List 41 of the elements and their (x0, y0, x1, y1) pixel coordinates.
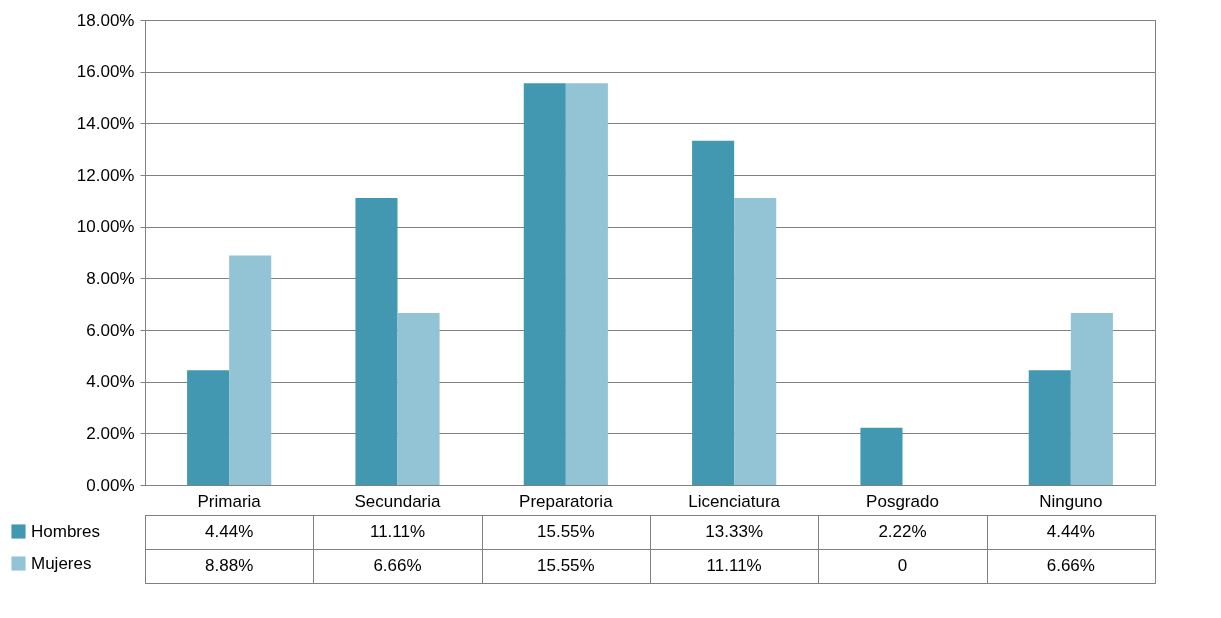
data-label: 6.66% (373, 556, 422, 575)
x-tick-label: Primaria (197, 491, 262, 511)
x-tick-label: Posgrado (866, 491, 939, 511)
data-label: 6.66% (1046, 556, 1095, 575)
bar (860, 427, 903, 485)
y-tick-label: 0.00% (86, 475, 135, 495)
bar (1070, 312, 1113, 485)
y-tick-label: 14.00% (76, 113, 135, 133)
legend-label: Hombres (31, 521, 100, 541)
data-label: 2.22% (878, 522, 927, 541)
data-label: 8.88% (205, 556, 254, 575)
legend-label: Mujeres (31, 553, 92, 573)
data-label: 0 (897, 556, 908, 575)
data-label: 4.44% (1046, 522, 1095, 541)
y-tick-label: 18.00% (76, 10, 135, 30)
y-tick-label: 4.00% (86, 372, 135, 392)
x-tick-label: Ninguno (1039, 491, 1103, 511)
x-tick-label: Secundaria (354, 491, 442, 511)
y-tick-label: 12.00% (76, 165, 135, 185)
y-tick-label: 6.00% (86, 320, 135, 340)
data-label: 15.55% (537, 556, 595, 575)
bar (692, 140, 735, 485)
data-label: 11.11% (369, 522, 426, 541)
y-tick-label: 10.00% (76, 217, 135, 237)
bar (734, 197, 777, 485)
data-label: 13.33% (705, 522, 763, 541)
bar (565, 83, 608, 485)
y-tick-label: 16.00% (76, 62, 135, 82)
bar (523, 83, 566, 485)
y-tick-label: 8.00% (86, 268, 135, 288)
bar (229, 255, 272, 485)
bar (397, 312, 440, 485)
data-label: 4.44% (205, 522, 254, 541)
data-label: 11.11% (706, 556, 762, 575)
bar (355, 197, 398, 485)
x-tick-label: Preparatoria (519, 491, 614, 511)
data-label: 15.55% (537, 522, 595, 541)
bar (1028, 370, 1071, 485)
bar (187, 370, 230, 485)
y-tick-label: 2.00% (86, 423, 135, 443)
x-tick-label: Licenciatura (688, 491, 781, 511)
